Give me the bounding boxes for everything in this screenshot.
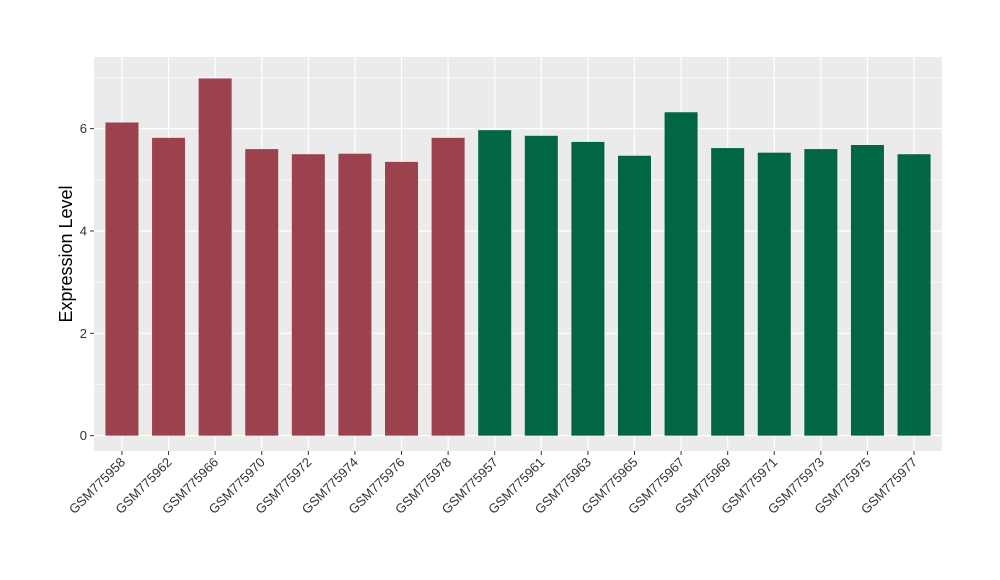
bar-GSM775961	[524, 135, 558, 436]
bar-GSM775962	[152, 137, 186, 436]
bar-GSM775957	[478, 130, 512, 436]
bar-GSM775974	[338, 153, 372, 436]
bar-GSM775966	[198, 78, 232, 436]
bar-GSM775976	[385, 161, 419, 436]
bar-GSM775963	[571, 141, 605, 436]
bar-GSM775958	[105, 122, 139, 436]
bars	[105, 78, 931, 436]
bar-GSM775971	[757, 152, 791, 436]
bar-GSM775965	[617, 155, 651, 436]
x-axis: GSM775958GSM775962GSM775966GSM775970GSM7…	[66, 451, 920, 517]
bar-GSM775973	[804, 149, 838, 436]
bar-GSM775967	[664, 112, 698, 436]
y-tick-label: 2	[80, 326, 87, 341]
y-axis-title: Expression Level	[56, 185, 76, 322]
bar-GSM775975	[850, 145, 884, 436]
bar-GSM775977	[897, 154, 931, 436]
y-axis: 0 2 4 6	[80, 121, 94, 443]
y-tick-label: 4	[80, 223, 87, 238]
bar-GSM775978	[431, 137, 465, 436]
y-tick-label: 0	[80, 428, 87, 443]
bar-GSM775972	[291, 154, 325, 436]
y-tick-label: 6	[80, 121, 87, 136]
plot-panel	[94, 57, 942, 451]
bar-GSM775969	[711, 148, 745, 436]
bar-GSM775970	[245, 149, 279, 436]
